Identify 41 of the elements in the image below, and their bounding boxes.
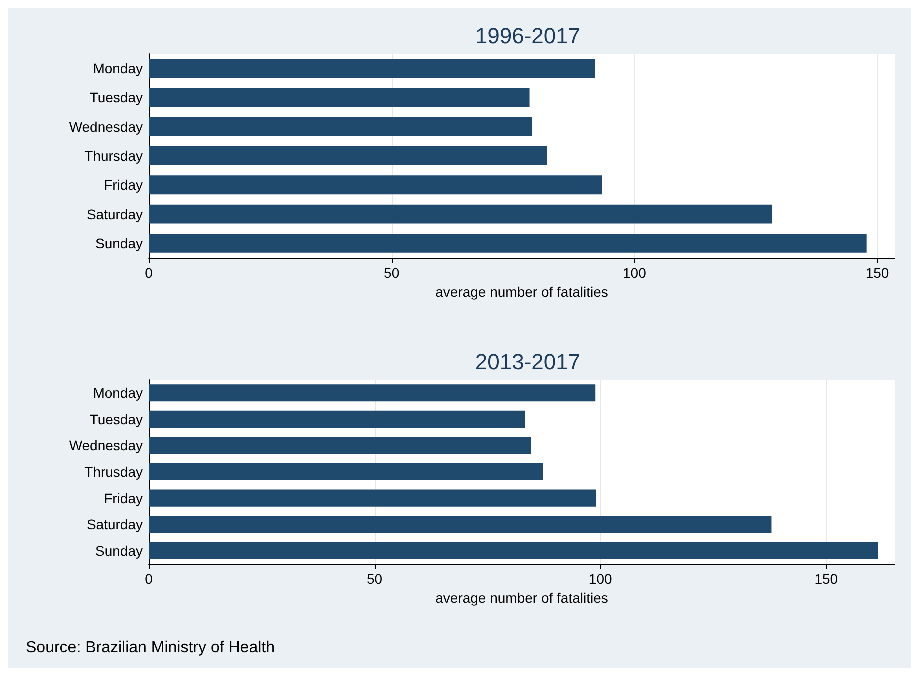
chart-title: 1996-2017 — [475, 24, 581, 48]
y-tick-label: Thursday — [84, 148, 143, 164]
y-tick-label: Wednesday — [69, 438, 143, 454]
bar — [149, 490, 597, 507]
bar — [149, 463, 544, 481]
x-tick-label: 50 — [384, 265, 400, 281]
y-tick-label: Sunday — [96, 542, 143, 559]
bar — [149, 59, 596, 78]
bar — [149, 516, 772, 534]
x-tick-label: 150 — [814, 571, 838, 587]
bar — [149, 234, 867, 253]
y-tick-label: Monday — [93, 60, 143, 77]
y-tick-label: Tuesday — [90, 90, 143, 106]
bar — [149, 542, 878, 560]
x-tick-label: 0 — [145, 571, 154, 587]
bar — [149, 88, 530, 108]
y-tick-label: Saturday — [86, 206, 143, 222]
bar — [149, 117, 532, 136]
chart-title: 2013-2017 — [475, 350, 581, 374]
x-axis-title: average number of fatalities — [436, 590, 608, 606]
x-tick-label: 100 — [588, 571, 612, 587]
bar — [149, 410, 526, 428]
bar — [149, 176, 602, 195]
y-tick-label: Friday — [104, 177, 143, 194]
y-tick-label: Tuesday — [90, 411, 143, 428]
y-tick-label: Friday — [104, 490, 143, 506]
x-axis-title: average number of fatalities — [436, 284, 608, 300]
bar — [149, 437, 532, 454]
source-note: Source: Brazilian Ministry of Health — [26, 640, 275, 656]
y-tick-label: Saturday — [86, 516, 143, 533]
x-tick-label: 0 — [145, 265, 154, 281]
bar — [149, 146, 548, 166]
bar — [149, 204, 772, 224]
x-tick-label: 100 — [622, 265, 647, 281]
y-tick-label: Monday — [93, 385, 143, 402]
y-tick-label: Thrusday — [84, 464, 143, 480]
y-tick-label: Sunday — [96, 235, 143, 252]
bar — [149, 384, 596, 402]
y-tick-label: Wednesday — [69, 118, 143, 135]
x-tick-label: 150 — [866, 265, 890, 281]
x-tick-label: 50 — [367, 571, 383, 587]
